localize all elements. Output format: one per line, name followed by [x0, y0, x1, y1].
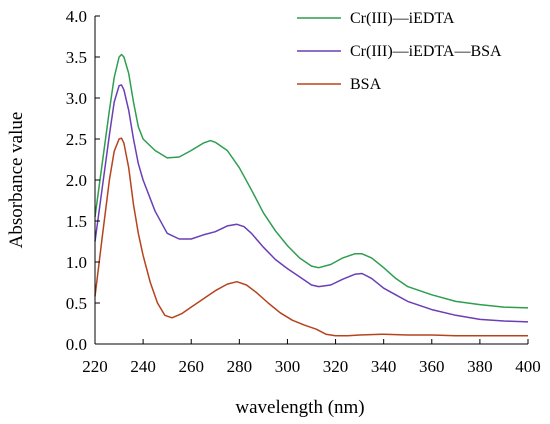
- y-tick-label: 1.0: [66, 253, 87, 272]
- legend: Cr(III)—iEDTA Cr(III)—iEDTA—BSA BSA: [297, 10, 502, 93]
- series-line-1: [94, 53, 529, 309]
- x-axis-title: wavelength (nm): [235, 397, 364, 418]
- x-tick-label: 280: [227, 357, 253, 376]
- legend-label-3: BSA: [350, 76, 382, 93]
- x-tick-label: 300: [275, 357, 301, 376]
- x-tick-label: 260: [178, 357, 204, 376]
- series-line-3: [94, 137, 528, 337]
- x-tick-label: 400: [515, 357, 541, 376]
- y-tick-label: 1.5: [66, 212, 87, 231]
- y-tick-label: 3.5: [66, 48, 87, 67]
- legend-label-2: Cr(III)—iEDTA—BSA: [350, 43, 502, 60]
- x-tick-label: 380: [467, 357, 493, 376]
- y-tick-label: 3.0: [66, 89, 87, 108]
- x-tick-label: 320: [323, 357, 349, 376]
- x-tick-label: 220: [82, 357, 108, 376]
- x-tick-label: 360: [419, 357, 445, 376]
- y-tick-label: 4.0: [66, 7, 87, 26]
- x-tick-label: 240: [130, 357, 156, 376]
- y-tick-label: 2.0: [66, 171, 87, 190]
- x-tick-label: 340: [371, 357, 397, 376]
- series-line-2: [94, 84, 529, 323]
- y-tick-label: 0.5: [66, 294, 87, 313]
- series-lines: [94, 53, 529, 337]
- tick-marks: 220 240 260 280 300 320 340 360 380 400 0.0 0.5 1.0 1…: [66, 7, 541, 376]
- axes: [94, 16, 528, 345]
- legend-label-1: Cr(III)—iEDTA: [350, 10, 455, 27]
- y-tick-label: 2.5: [66, 130, 87, 149]
- y-tick-label: 0.0: [66, 335, 87, 354]
- y-axis-title: Absorbance value: [6, 112, 27, 249]
